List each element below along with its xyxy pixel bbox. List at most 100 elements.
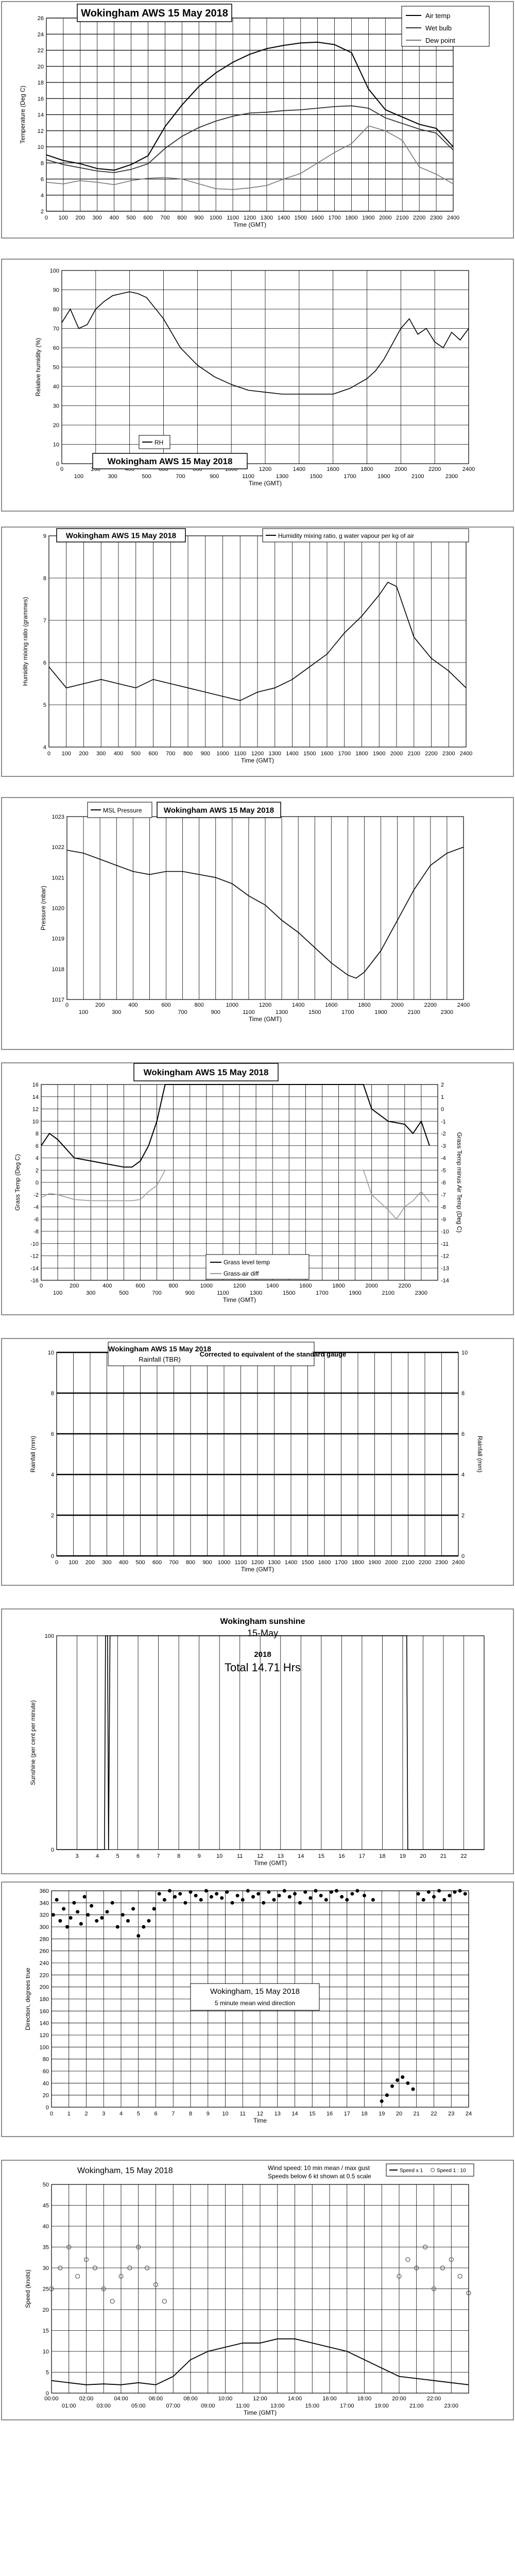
y-tick-label: 0 xyxy=(46,2105,49,2111)
legend-label: Grass level temp xyxy=(224,1259,270,1266)
x-tick-label: 9 xyxy=(207,2111,210,2117)
y2-tick-label: 0 xyxy=(461,1553,465,1560)
data-point xyxy=(314,1889,318,1893)
y-tick-label: 4 xyxy=(41,193,44,199)
x-tick-label: 200 xyxy=(70,1283,79,1289)
x-tick-label: 300 xyxy=(93,215,102,221)
y-tick-label: 40 xyxy=(53,384,59,390)
y-tick-label: 24 xyxy=(38,31,44,38)
chart-wind-direction-svg: 0204060801001201401601802002202402602803… xyxy=(1,1882,514,2137)
x-tick-label: 2000 xyxy=(390,751,403,757)
data-point xyxy=(188,1890,193,1894)
x-tick-label: 600 xyxy=(135,1283,145,1289)
data-point xyxy=(100,1916,104,1920)
y-tick-label: 1017 xyxy=(52,997,64,1003)
x-tick-label: 00:00 xyxy=(44,2396,59,2402)
title-box xyxy=(190,1983,320,2011)
chart-title: Wokingham, 15 May 2018 xyxy=(77,2166,173,2175)
x-tick-label: 1100 xyxy=(234,751,246,757)
x-tick-label: 1000 xyxy=(218,1560,230,1566)
y-tick-label: -16 xyxy=(30,1278,39,1284)
y-tick-label: 70 xyxy=(53,326,59,332)
x-axis-label: Time (GMT) xyxy=(233,221,266,228)
data-point xyxy=(421,1898,425,1902)
x-tick-label: 2100 xyxy=(411,473,424,480)
x-tick-label: 19 xyxy=(400,1853,406,1859)
data-point xyxy=(267,1890,271,1894)
chart-title: Wokingham, 15 May 2018 xyxy=(210,1987,300,1996)
chart-title: Wokingham AWS 15 May 2018 xyxy=(66,531,176,540)
y-tick-label: 8 xyxy=(41,160,44,166)
x-tick-label: 100 xyxy=(53,1290,62,1296)
x-tick-label: 5 xyxy=(137,2111,140,2117)
x-tick-label: 600 xyxy=(161,1002,170,1008)
x-tick-label: 4 xyxy=(119,2111,123,2117)
x-tick-label: 400 xyxy=(128,1002,138,1008)
x-tick-label: 900 xyxy=(185,1290,195,1296)
legend-swatch xyxy=(431,2168,435,2172)
y-tick-label: 4 xyxy=(43,744,46,751)
x-tick-label: 700 xyxy=(176,473,185,480)
x-tick-label: 17 xyxy=(344,2111,350,2117)
data-point xyxy=(131,1907,135,1911)
data-point xyxy=(110,1901,114,1905)
legend-box xyxy=(386,2163,474,2177)
x-tick-label: 1 xyxy=(67,2111,71,2117)
y2-tick-label: 4 xyxy=(461,1472,465,1478)
x-axis-label: Time (GMT) xyxy=(241,1566,274,1573)
data-point xyxy=(199,1898,203,1902)
y-tick-label: 2 xyxy=(41,209,44,215)
y2-tick-label: 8 xyxy=(461,1391,465,1397)
chart-title-box xyxy=(56,528,186,543)
y-tick-label: 12 xyxy=(32,1107,39,1113)
x-tick-label: 700 xyxy=(160,215,169,221)
x-tick-label: 12 xyxy=(257,2111,263,2117)
data-point xyxy=(431,2286,437,2292)
x-tick-label: 7 xyxy=(157,1853,160,1859)
chart-date: 15-May xyxy=(247,1628,278,1638)
chart-rainfall: 0 2 4 6 8 10 0 2 4 6 8 10 0 100 200 300 400 500 600 700 800 9… xyxy=(0,1337,515,1587)
x-tick-label: 1700 xyxy=(344,473,356,480)
data-point xyxy=(225,1890,229,1894)
data-point xyxy=(215,1892,219,1896)
x-tick-label: 1700 xyxy=(338,751,351,757)
legend-box xyxy=(262,528,469,543)
x-tick-label: 2400 xyxy=(457,1002,470,1008)
series-line xyxy=(46,105,454,173)
y-tick-label: 45 xyxy=(43,2203,49,2209)
series-line xyxy=(66,846,464,979)
x-tick-label: 1700 xyxy=(341,1009,354,1015)
y-tick-label: 60 xyxy=(53,345,59,351)
data-point xyxy=(463,1892,467,1896)
y-tick-label: 90 xyxy=(53,287,59,294)
data-point xyxy=(58,1919,62,1923)
y-tick-label: 6 xyxy=(41,177,44,183)
x-tick-label: 14:00 xyxy=(288,2396,302,2402)
x-tick-label: 700 xyxy=(169,1560,178,1566)
data-point xyxy=(442,1898,447,1902)
y-axis-label: Pressure (mbar) xyxy=(40,886,47,930)
y-tick-label: 140 xyxy=(40,2021,49,2027)
y-tick-label: 50 xyxy=(53,365,59,371)
y-tick-label: 100 xyxy=(40,2044,49,2050)
chart-temperature: 2 4 6 8 10 12 14 16 18 20 22 24 26 0 100 200 300 400 500 60… xyxy=(0,0,515,240)
x-tick-label: 1300 xyxy=(268,1560,280,1566)
x-tick-label: 1800 xyxy=(360,466,373,472)
y-tick-label: 12 xyxy=(38,128,44,134)
data-point xyxy=(65,1925,69,1929)
data-point xyxy=(457,2274,462,2279)
x-tick-label: 1600 xyxy=(299,1283,312,1289)
y-tick-label: -4 xyxy=(33,1205,39,1211)
data-point xyxy=(319,1893,323,1897)
data-point xyxy=(329,1890,333,1894)
chart-title-box xyxy=(157,802,281,818)
x-tick-label: 13:00 xyxy=(270,2403,285,2409)
x-tick-label: 2100 xyxy=(382,1290,394,1296)
data-point xyxy=(405,2257,410,2262)
data-point xyxy=(194,1893,198,1897)
x-tick-label: 22 xyxy=(460,1853,467,1859)
x-tick-label: 3 xyxy=(75,1853,78,1859)
data-point xyxy=(127,2265,132,2270)
x-tick-label: 300 xyxy=(112,1009,121,1015)
